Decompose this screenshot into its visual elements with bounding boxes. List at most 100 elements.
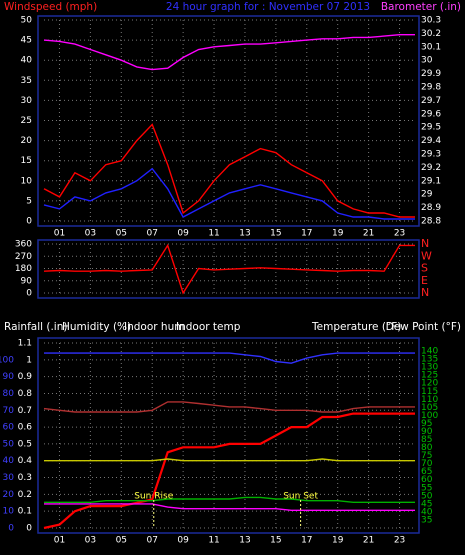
x-tick-label: 19 — [332, 229, 344, 239]
y2-tick-label: 29.9 — [421, 69, 441, 79]
x-tick-label: 09 — [177, 536, 189, 546]
y2-tick-label: 55 — [421, 483, 432, 493]
y-axis-label: Windspeed (mph) — [4, 1, 97, 13]
y-tick-label: 0.3 — [18, 473, 32, 483]
series-line — [43, 243, 415, 295]
panel-frame — [37, 239, 420, 299]
y2-tick-label: 105 — [421, 403, 438, 413]
y-tick-label: 0.8 — [18, 389, 33, 399]
y3-tick-label: 10 — [3, 507, 15, 517]
y2-tick-label: 125 — [421, 371, 438, 381]
y2-tick-label: 29.1 — [421, 176, 441, 186]
y2-tick-label: 120 — [421, 379, 438, 389]
y3-tick-label: 20 — [3, 490, 15, 500]
y-tick-label: 40 — [21, 56, 33, 66]
y-tick-label: 270 — [15, 252, 32, 262]
series-line — [44, 496, 415, 503]
legend-label: Humidity (%) — [62, 321, 131, 333]
series-line — [44, 503, 415, 511]
y2-tick-label: 30.3 — [421, 16, 441, 26]
y3-tick-label: 60 — [3, 423, 15, 433]
y-tick-label: 0 — [26, 289, 32, 299]
x-tick-label: 19 — [332, 536, 344, 546]
y-tick-label: 50 — [21, 16, 33, 26]
y-tick-label: 360 — [15, 240, 32, 250]
y3-tick-label: 0 — [8, 524, 14, 534]
x-tick-label: 05 — [116, 229, 127, 239]
y-tick-label: 0.1 — [18, 507, 32, 517]
legend-label: Rainfall (.in) — [4, 321, 67, 333]
x-tick-label: 23 — [394, 536, 405, 546]
series-line — [43, 401, 415, 413]
series-line — [44, 352, 415, 364]
y2-tick-label: 110 — [421, 395, 438, 405]
x-tick-label: 21 — [363, 536, 374, 546]
y-tick-label: 10 — [21, 176, 33, 186]
y-tick-label: 1.1 — [18, 339, 32, 349]
panel-frame — [37, 337, 420, 534]
series-line — [43, 34, 415, 71]
x-tick-label: 07 — [146, 536, 157, 546]
y2-tick-label: 29 — [421, 190, 433, 200]
x-tick-label: 03 — [85, 229, 96, 239]
y-tick-label: 15 — [21, 156, 32, 166]
y2-tick-label: 29.5 — [421, 123, 441, 133]
y2-tick-label: E — [421, 274, 428, 287]
y2-tick-label: 115 — [421, 387, 438, 397]
legend-label: Indoor temp — [176, 321, 241, 333]
y2-tick-label: 29.6 — [421, 109, 441, 119]
y-tick-label: 0 — [26, 217, 32, 227]
y2-tick-label: 30.2 — [421, 29, 441, 39]
y2-tick-label: 80 — [421, 443, 433, 453]
legend-label: Temperature (°F) — [311, 321, 401, 333]
y3-tick-label: 50 — [3, 439, 15, 449]
y2-tick-label: 29.4 — [421, 136, 441, 146]
legend-label: Dew Point (°F) — [386, 321, 461, 333]
y-tick-label: 0.5 — [18, 439, 32, 449]
series-line — [43, 167, 415, 220]
series-line — [44, 458, 415, 462]
panel-frame — [37, 15, 420, 227]
y-tick-label: 0.9 — [18, 372, 33, 382]
y2-tick-label: 50 — [421, 491, 433, 501]
x-tick-label: 01 — [54, 229, 65, 239]
x-tick-label: 15 — [270, 536, 281, 546]
y2-tick-label: 85 — [421, 435, 432, 445]
x-tick-label: 15 — [270, 229, 281, 239]
y3-tick-label: 30 — [3, 473, 15, 483]
y-tick-label: 180 — [15, 264, 32, 274]
x-tick-label: 11 — [208, 536, 219, 546]
y2-tick-label: 28.9 — [421, 203, 441, 213]
y2-tick-label: 29.2 — [421, 163, 441, 173]
y-tick-label: 30 — [21, 96, 33, 106]
y2-axis-label: Barometer (.in) — [381, 1, 461, 13]
y2-tick-label: 30 — [421, 56, 433, 66]
x-tick-label: 03 — [85, 536, 96, 546]
y3-tick-label: 70 — [3, 406, 15, 416]
y2-tick-label: W — [421, 249, 432, 262]
y-tick-label: 20 — [21, 136, 33, 146]
y2-tick-label: 70 — [421, 459, 433, 469]
x-tick-label: 07 — [146, 229, 157, 239]
y-tick-label: 25 — [21, 116, 32, 126]
y2-tick-label: 29.7 — [421, 96, 441, 106]
y3-tick-label: 80 — [3, 389, 15, 399]
x-tick-label: 11 — [208, 229, 219, 239]
y2-tick-label: 90 — [421, 427, 433, 437]
y2-tick-label: 130 — [421, 363, 438, 373]
y3-tick-label: 40 — [3, 456, 15, 466]
y2-tick-label: 40 — [421, 507, 433, 517]
y-tick-label: 0.7 — [18, 406, 32, 416]
y2-tick-label: 95 — [421, 419, 432, 429]
y-tick-label: 0.6 — [18, 423, 33, 433]
x-tick-label: 09 — [177, 229, 189, 239]
x-tick-label: 01 — [54, 536, 65, 546]
annotation: Sun Set — [283, 492, 318, 502]
y2-tick-label: S — [421, 262, 428, 275]
series-line — [43, 412, 415, 530]
y-tick-label: 0 — [26, 524, 32, 534]
y-tick-label: 35 — [21, 76, 32, 86]
y-tick-label: 90 — [21, 276, 33, 286]
y2-tick-label: 100 — [421, 411, 438, 421]
